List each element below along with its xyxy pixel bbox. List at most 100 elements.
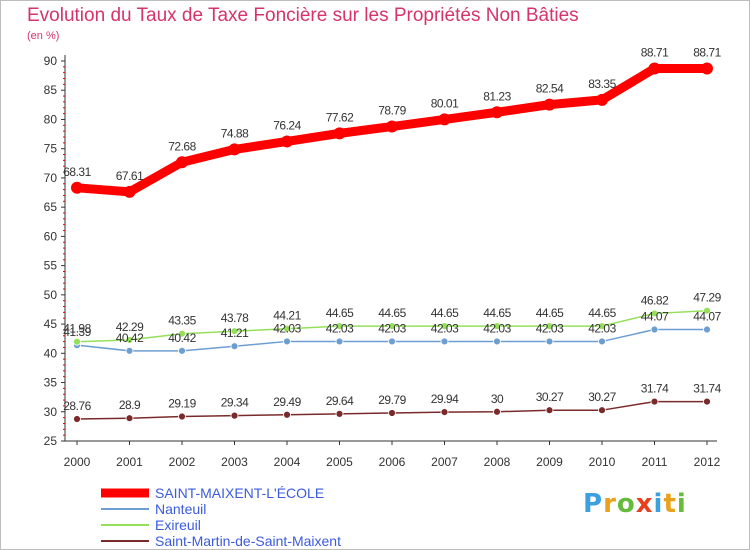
data-point (176, 156, 188, 169)
data-label: 44.21 (273, 309, 301, 323)
data-point (596, 93, 608, 106)
data-point (73, 337, 81, 346)
data-point (388, 409, 396, 417)
data-point (335, 322, 344, 331)
data-label: 42.29 (116, 320, 144, 334)
data-point (283, 410, 291, 419)
data-point (73, 415, 81, 423)
data-point (650, 325, 659, 334)
data-point (178, 346, 186, 355)
x-tick-label: 2004 (274, 455, 301, 469)
y-tick-label: 45 (44, 317, 58, 331)
data-label: 88.71 (641, 46, 669, 60)
y-tick-label: 35 (44, 376, 58, 390)
y-tick-label: 90 (44, 54, 58, 68)
data-point (281, 135, 293, 148)
data-label: 31.74 (693, 382, 721, 396)
data-point (545, 337, 554, 346)
data-label: 41.39 (63, 325, 91, 339)
y-tick-label: 55 (44, 259, 58, 273)
data-label: 42.03 (273, 321, 301, 335)
logo-letter: t (663, 489, 677, 519)
data-point (335, 337, 344, 346)
data-point (703, 306, 711, 315)
data-point (491, 106, 503, 119)
data-label: 41.98 (63, 322, 91, 336)
data-point (71, 181, 83, 194)
y-axis-unit-label: (en %) (27, 30, 60, 42)
x-tick-label: 2008 (484, 455, 511, 469)
y-tick-label: 85 (44, 83, 58, 97)
logo-letter: i (653, 489, 664, 519)
data-label: 67.61 (116, 169, 144, 183)
data-label: 29.34 (221, 396, 249, 410)
data-label: 44.65 (588, 306, 616, 320)
data-point (283, 324, 291, 333)
data-point (493, 407, 501, 416)
legend-label-saint-maixent: SAINT-MAIXENT-L'ÉCOLE (155, 485, 325, 501)
data-label: 29.79 (378, 393, 406, 407)
data-label: 40.42 (168, 331, 196, 345)
data-label: 44.65 (378, 306, 406, 320)
legend-swatch-saint-maixent (101, 488, 149, 498)
logo-letter: o (616, 489, 636, 519)
data-point (545, 322, 554, 331)
data-label: 74.88 (221, 126, 249, 140)
y-tick-label: 60 (44, 229, 58, 243)
data-point (598, 406, 606, 415)
data-label: 42.03 (536, 321, 564, 335)
legend: SAINT-MAIXENT-L'ÉCOLE Nanteuil Exireuil … (101, 485, 421, 549)
y-tick-label: 75 (44, 142, 58, 156)
x-tick-label: 2001 (116, 455, 143, 469)
legend-swatch-saint-martin (101, 540, 149, 542)
data-point (440, 322, 449, 331)
data-point (125, 346, 134, 355)
x-tick-label: 2007 (431, 455, 458, 469)
x-tick-label: 2000 (64, 455, 91, 469)
data-label: 82.54 (536, 82, 564, 96)
data-point (125, 336, 134, 344)
x-tick-label: 2005 (326, 455, 353, 469)
data-label: 29.19 (168, 397, 196, 411)
data-point (598, 322, 606, 331)
data-point (123, 185, 136, 198)
data-label: 44.65 (536, 306, 564, 320)
logo-letter: x (635, 489, 654, 519)
legend-swatch-nanteuil (101, 508, 149, 510)
data-point (388, 337, 396, 346)
data-point (125, 414, 134, 423)
data-point (648, 62, 661, 75)
data-label: 72.68 (168, 139, 196, 153)
data-label: 83.35 (588, 77, 616, 91)
data-label: 28.9 (119, 398, 141, 412)
data-label: 43.78 (221, 311, 249, 325)
data-label: 43.35 (168, 314, 196, 328)
y-tick-label: 25 (44, 434, 58, 448)
data-label: 44.07 (693, 310, 721, 324)
data-label: 76.24 (273, 118, 301, 132)
x-tick-label: 2006 (379, 455, 406, 469)
data-label: 30.27 (536, 390, 564, 404)
legend-label-exireuil: Exireuil (155, 517, 201, 533)
data-label: 30 (491, 392, 504, 406)
data-label: 29.49 (273, 395, 301, 409)
data-point (598, 337, 606, 346)
data-point (545, 406, 554, 415)
legend-swatch-exireuil (101, 524, 149, 526)
data-point (650, 309, 659, 318)
legend-item-nanteuil: Nanteuil (101, 501, 421, 517)
data-label: 77.62 (326, 110, 354, 124)
x-tick-label: 2003 (221, 455, 248, 469)
data-point (388, 322, 396, 331)
data-point (335, 409, 344, 418)
data-label: 42.03 (378, 321, 406, 335)
x-tick-label: 2002 (169, 455, 196, 469)
logo-letter: r (603, 489, 617, 519)
data-point (178, 412, 186, 421)
legend-item-exireuil: Exireuil (101, 517, 421, 533)
data-point (440, 408, 449, 417)
chart-title: Evolution du Taux de Taxe Foncière sur l… (27, 5, 579, 26)
data-point (438, 113, 451, 126)
